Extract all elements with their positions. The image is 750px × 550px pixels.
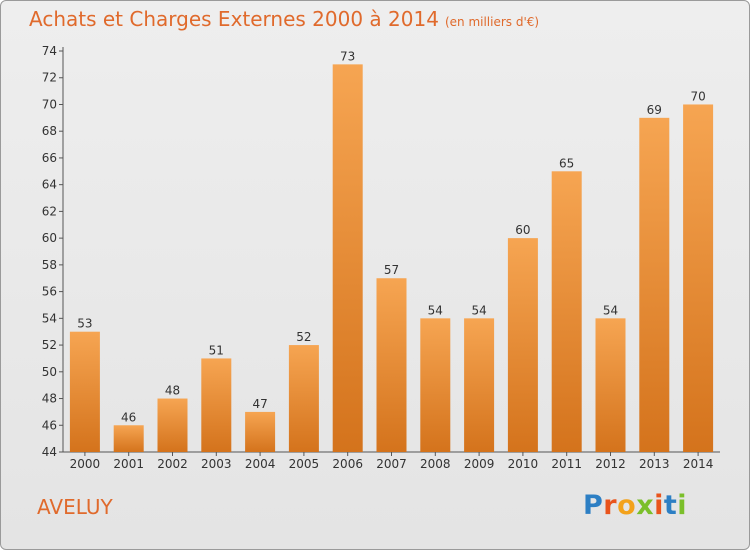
x-tick-label: 2000 [70,457,101,471]
x-tick-label: 2002 [157,457,188,471]
x-tick-label: 2013 [639,457,670,471]
bar-2007 [376,278,407,452]
data-label-2000: 53 [77,317,92,331]
data-labels: 53 46 48 51 47 52 73 57 54 54 60 65 54 69 70 [77,49,705,424]
logo-letter: o [617,490,637,521]
bar-2011 [551,171,582,453]
unit-label: (en milliers d'€) [444,15,540,29]
x-tick-label: 2006 [332,457,363,471]
x-tick-label: 2005 [289,457,320,471]
bar-2004 [245,411,276,452]
bar-2012 [595,318,626,452]
bar-2000 [69,331,100,452]
bar-2009 [464,318,495,452]
y-tick-label: 58 [42,258,57,272]
logo-letter: P [583,490,604,521]
bar-2014 [683,104,714,452]
data-label-2013: 69 [647,103,662,117]
x-tick-label: 2004 [245,457,276,471]
axes: 44 46 48 50 52 54 56 58 60 62 64 66 68 70 72 74 2000 2001… [42,44,720,471]
bar-2008 [420,318,451,452]
y-tick-label: 74 [42,44,57,58]
y-tick-label: 64 [42,178,57,192]
data-label-2014: 70 [690,89,705,103]
bar-2002 [157,398,188,452]
proxiti-logo: Proxiti [583,490,687,521]
bar-2006 [332,64,363,452]
data-label-2010: 60 [515,223,530,237]
bar-2013 [639,117,670,452]
x-tick-label: 2007 [376,457,407,471]
logo-letter: r [603,490,618,521]
chart-title: Achats et Charges Externes 2000 à 2014 (e… [29,7,539,31]
data-label-2009: 54 [471,303,486,317]
x-tick-label: 2011 [551,457,582,471]
y-tick-label: 44 [42,445,57,459]
data-label-2011: 65 [559,156,574,170]
data-label-2004: 47 [252,397,267,411]
y-tick-label: 68 [42,124,57,138]
x-tick-label: 2003 [201,457,232,471]
data-label-2003: 51 [209,343,224,357]
data-label-2006: 73 [340,49,355,63]
bar-2003 [201,358,232,452]
y-tick-label: 60 [42,231,57,245]
bars [69,64,714,453]
logo-letter: i [654,490,664,521]
y-tick-label: 72 [42,71,57,85]
data-label-2007: 57 [384,263,399,277]
y-tick-label: 66 [42,151,57,165]
y-tick-label: 62 [42,204,57,218]
data-label-2008: 54 [428,303,443,317]
x-tick-label: 2014 [683,457,714,471]
x-tick-label: 2009 [464,457,495,471]
data-label-2005: 52 [296,330,311,344]
y-tick-label: 48 [42,392,57,406]
bar-2001 [113,425,144,452]
title-text: Achats et Charges Externes 2000 à 2014 [29,7,439,31]
data-label-2002: 48 [165,384,180,398]
logo-letter: x [636,490,655,521]
x-tick-label: 2001 [113,457,144,471]
logo-letter: i [677,490,688,521]
x-tick-label: 2012 [595,457,626,471]
y-tick-label: 52 [42,338,57,352]
logo-letter: t [663,490,678,521]
data-label-2001: 46 [121,410,136,424]
bar-2005 [288,345,319,452]
x-tick-label: 2010 [508,457,539,471]
y-tick-label: 70 [42,97,57,111]
bar-2010 [507,238,538,452]
y-tick-label: 56 [42,285,57,299]
y-tick-label: 46 [42,418,57,432]
y-tick-label: 54 [42,311,57,325]
data-label-2012: 54 [603,303,618,317]
y-tick-label: 50 [42,365,57,379]
city-name: AVELUY [37,495,113,519]
x-tick-label: 2008 [420,457,451,471]
